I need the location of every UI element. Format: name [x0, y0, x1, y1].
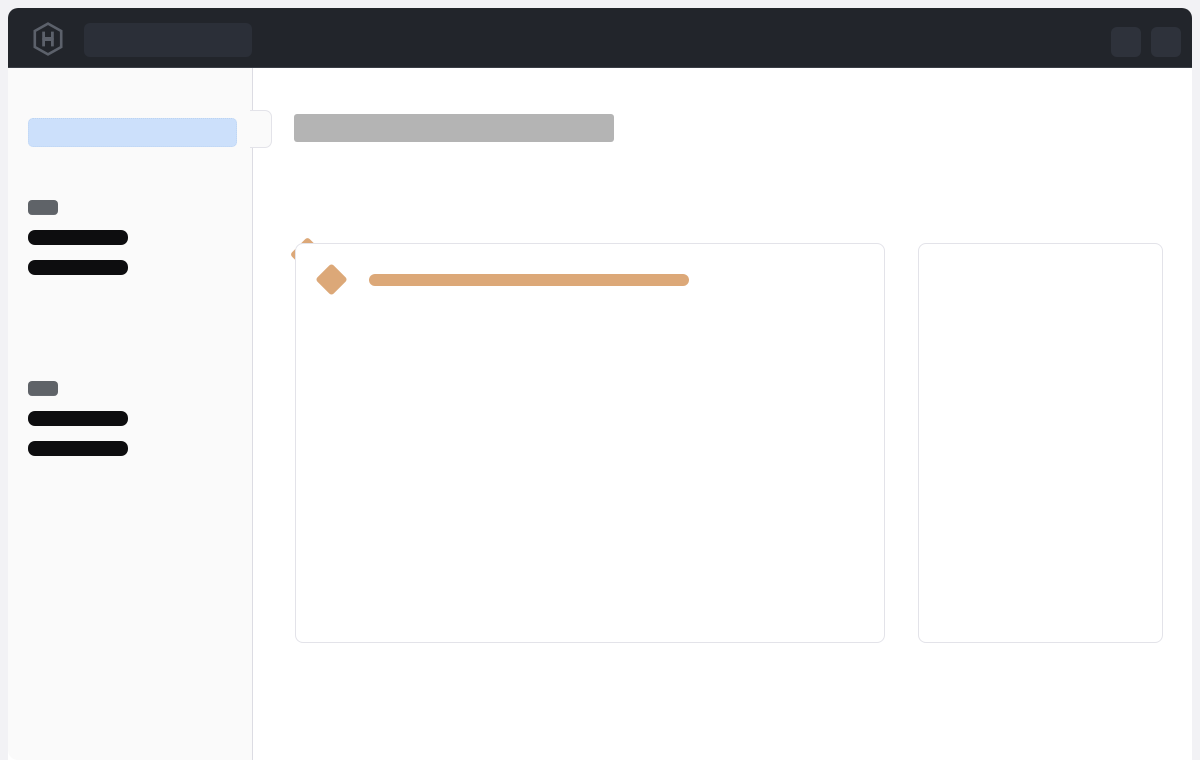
primary-card-title — [369, 273, 689, 286]
sidebar-item[interactable] — [28, 260, 128, 275]
header-action-button-1[interactable] — [1111, 27, 1141, 57]
sidebar-group-label — [28, 200, 58, 215]
header-action-button-2[interactable] — [1151, 27, 1181, 57]
hashicorp-logo-icon[interactable] — [31, 22, 65, 56]
sidebar — [8, 68, 253, 760]
secondary-card — [918, 243, 1163, 643]
diamond-icon — [315, 263, 348, 296]
sidebar-group-label — [28, 381, 58, 396]
main-content — [253, 68, 1192, 760]
search-input[interactable] — [84, 23, 252, 57]
sidebar-item[interactable] — [28, 441, 128, 456]
sidebar-group-2 — [28, 381, 228, 456]
primary-card — [295, 243, 885, 643]
sidebar-item[interactable] — [28, 230, 128, 245]
page-title — [294, 114, 614, 142]
sidebar-selected-item[interactable] — [28, 118, 237, 147]
sidebar-active-notch — [250, 110, 272, 148]
app-window — [8, 8, 1192, 760]
sidebar-group-1 — [28, 200, 228, 275]
primary-card-header-row — [315, 263, 689, 296]
global-header — [8, 8, 1192, 68]
sidebar-item[interactable] — [28, 411, 128, 426]
